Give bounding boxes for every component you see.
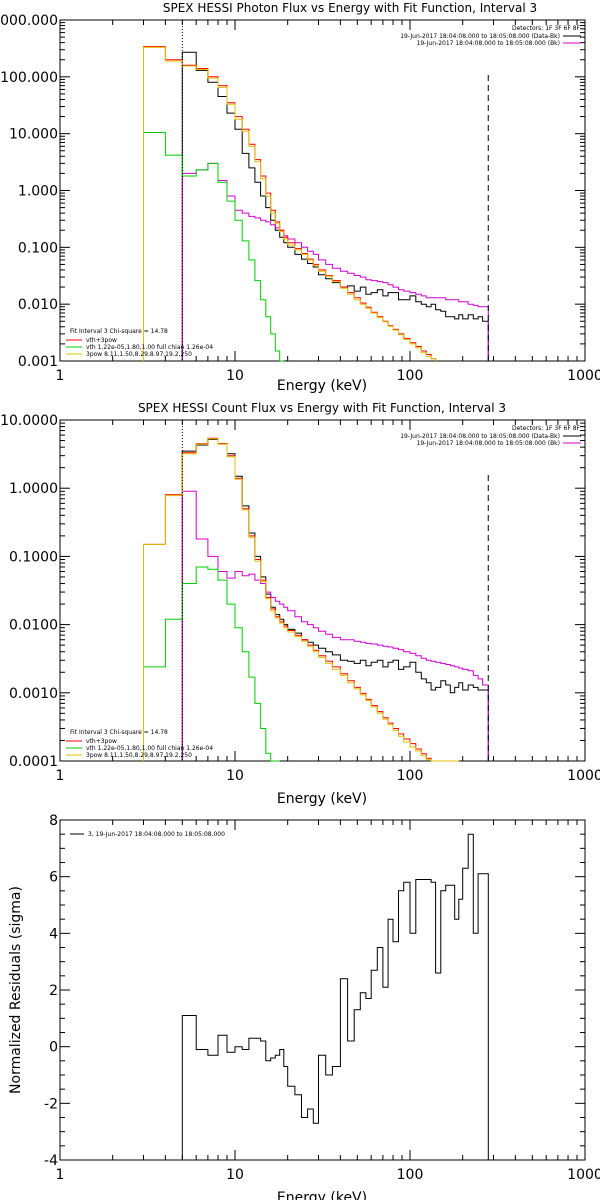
- count-flux-panel: SPEX HESSI Count Flux vs Energy with Fit…: [0, 401, 600, 807]
- photon-header-line-2: 19-Jun-2017 18:04:08.000 to 18:05:08.000…: [417, 40, 560, 47]
- x-tick-label: 1: [56, 368, 65, 384]
- y-tick-label: 0.0010: [9, 686, 58, 702]
- photon-detectors-label: Detectors: 1F 3F 6F 8F: [512, 25, 581, 32]
- photon-legend: Fit Interval 3 Chi-square = 14.78 vth+3p…: [66, 328, 213, 358]
- y-tick-label: -4: [44, 1153, 58, 1169]
- y-tick-label: 6: [49, 870, 58, 886]
- photon-series: [143, 46, 489, 362]
- residuals-legend-label: 3, 19-Jun-2017 18:04:08.000 to 18:05:08.…: [88, 831, 225, 838]
- series-total-fit: [143, 437, 459, 762]
- x-tick-label: 1: [56, 768, 65, 784]
- x-tick-label: 100: [397, 768, 424, 784]
- y-tick-label: 1.0000: [9, 481, 58, 497]
- x-tick-label: 100: [397, 1167, 424, 1183]
- count-detectors-label: Detectors: 1F 3F 6F 8F: [512, 425, 581, 432]
- y-tick-label: 2: [49, 983, 58, 999]
- photon-legend-thermal: vth 1.22e-05,1.80,1.00 full chian 1.26e-…: [86, 344, 213, 351]
- y-tick-label: 10.0000: [0, 413, 58, 429]
- count-plot-frame: [59, 419, 586, 762]
- residuals-series: [181, 833, 489, 1160]
- residuals-plot-frame: [59, 819, 586, 1161]
- residuals-panel: 1 10 100 1000 -4 -2 0 2 4 6 8 3, 19-Jun-2017 18:04…: [8, 813, 600, 1200]
- x-tick-label: 1000: [567, 768, 600, 784]
- series-data: [181, 438, 489, 761]
- photon-legend-powerlaw: 3pow 8.11,1.50,8.29,8.97,19.2,250: [86, 351, 192, 358]
- photon-flux-panel: SPEX HESSI Photon Flux vs Energy with Fi…: [0, 1, 600, 394]
- count-x-axis-title: Energy (keV): [277, 791, 367, 807]
- count-header-block: Detectors: 1F 3F 6F 8F 19-Jun-2017 18:04…: [400, 425, 581, 447]
- series-thermal: [143, 566, 280, 762]
- photon-header-line-1: 19-Jun-2017 18:04:08.000 to 18:05:08.000…: [400, 33, 560, 40]
- photon-ticks: 1 10 100 1000 0.001 0.010 0.100 1.000 10.000 100.…: [0, 13, 600, 384]
- y-tick-label: 4: [49, 926, 58, 942]
- photon-x-axis-title: Energy (keV): [277, 378, 367, 394]
- y-tick-label: 8: [49, 813, 58, 829]
- photon-legend-total: vth+3pow: [86, 337, 117, 344]
- series-thermal: [143, 132, 284, 362]
- residuals-x-axis-title: Energy (keV): [277, 1190, 367, 1200]
- series-background: [181, 162, 489, 361]
- x-tick-label: 1: [56, 1167, 65, 1183]
- y-tick-label: 10.000: [9, 127, 58, 143]
- x-tick-label: 100: [397, 368, 424, 384]
- y-tick-label: 0.100: [18, 240, 58, 256]
- count-legend-fit-interval: Fit Interval 3 Chi-square = 14.78: [70, 729, 168, 736]
- series-data: [181, 51, 489, 361]
- series-residuals: [181, 833, 489, 1160]
- y-tick-label: 0.0100: [9, 618, 58, 634]
- x-tick-label: 1000: [567, 1167, 600, 1183]
- x-tick-label: 10: [226, 368, 244, 384]
- y-tick-label: 0.0001: [9, 754, 58, 770]
- y-tick-label: 0.1000: [9, 549, 58, 565]
- series-background: [181, 490, 489, 761]
- y-tick-label: 0: [49, 1040, 58, 1056]
- x-tick-label: 1000: [567, 368, 600, 384]
- photon-fit-range-marks: [181, 20, 489, 361]
- count-legend-powerlaw: 3pow 8.11,1.50,8.29,8.97,19.2,250: [86, 752, 192, 759]
- series-power-law: [143, 46, 437, 361]
- photon-legend-fit-interval: Fit Interval 3 Chi-square = 14.78: [70, 328, 168, 335]
- y-tick-label: 0.001: [18, 354, 58, 370]
- y-tick-label: -2: [44, 1096, 58, 1112]
- y-tick-label: 100.000: [0, 70, 58, 86]
- count-legend-total: vth+3pow: [86, 738, 117, 745]
- residuals-ticks: 1 10 100 1000 -4 -2 0 2 4 6 8: [44, 813, 600, 1183]
- count-legend-thermal: vth 1.22e-05,1.80,1.00 full chian 1.26e-…: [86, 745, 213, 752]
- y-tick-label: 0.010: [18, 297, 58, 313]
- photon-header-block: Detectors: 1F 3F 6F 8F 19-Jun-2017 18:04…: [400, 25, 581, 47]
- photon-plot-frame: [59, 19, 586, 362]
- count-header-line-2: 19-Jun-2017 18:04:08.000 to 18:05:08.000…: [417, 440, 560, 447]
- residuals-legend: 3, 19-Jun-2017 18:04:08.000 to 18:05:08.…: [70, 831, 225, 838]
- count-plot-title: SPEX HESSI Count Flux vs Energy with Fit…: [138, 401, 506, 415]
- photon-plot-title: SPEX HESSI Photon Flux vs Energy with Fi…: [163, 1, 537, 15]
- x-tick-label: 10: [226, 1167, 244, 1183]
- series-total-fit: [143, 46, 437, 361]
- count-header-line-1: 19-Jun-2017 18:04:08.000 to 18:05:08.000…: [400, 433, 560, 440]
- y-tick-label: 1000.000: [0, 13, 58, 29]
- y-tick-label: 1.000: [18, 184, 58, 200]
- residuals-y-axis-title: Normalized Residuals (sigma): [8, 886, 24, 1094]
- count-legend: Fit Interval 3 Chi-square = 14.78 vth+3p…: [66, 729, 213, 759]
- count-series: [143, 437, 489, 762]
- x-tick-label: 10: [226, 768, 244, 784]
- count-fit-range-marks: [181, 420, 489, 761]
- series-power-law: [143, 438, 459, 762]
- count-ticks: 1 10 100 1000 0.0001 0.0010 0.0100 0.1000 1.0000…: [0, 413, 600, 784]
